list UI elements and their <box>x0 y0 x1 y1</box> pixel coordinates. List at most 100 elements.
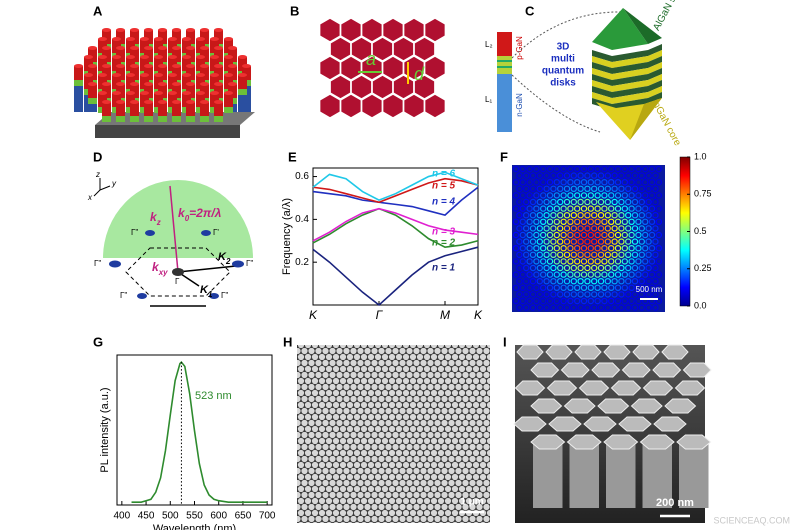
field-dot <box>604 278 612 285</box>
field-dot <box>608 178 615 186</box>
pillar-top <box>200 30 209 44</box>
y-axis-label: PL intensity (a.u.) <box>99 387 111 472</box>
field-dot <box>516 198 523 206</box>
pillar-top <box>238 75 247 89</box>
pillar-top <box>144 102 153 116</box>
pillar-cap <box>182 73 191 77</box>
field-dot <box>516 251 523 258</box>
field-dot <box>577 264 584 272</box>
hexagon <box>423 93 447 119</box>
field-dot <box>618 251 625 258</box>
pillar-cap <box>172 64 181 68</box>
shell-layer <box>592 44 662 62</box>
field-dot <box>652 198 659 206</box>
pillar-mqd <box>224 107 233 113</box>
field-dot <box>655 297 663 305</box>
field-dot <box>611 198 618 206</box>
pillar-mqd <box>186 116 195 122</box>
pillar-top <box>196 57 205 71</box>
field-dot <box>584 211 591 219</box>
pillar-mqd <box>144 116 153 122</box>
shell-layer <box>592 56 662 74</box>
pillar-top <box>158 30 167 44</box>
field-dot <box>611 291 618 298</box>
pillar-top <box>144 48 153 62</box>
field-dot <box>611 278 618 285</box>
field-dot <box>526 271 533 278</box>
pillar-cap <box>238 73 247 77</box>
field-dot <box>611 211 618 219</box>
field-dot <box>574 244 581 252</box>
x-tick-label: 400 <box>114 511 131 522</box>
nanowire-array-illustration <box>74 28 255 138</box>
pillar-cap <box>130 100 139 104</box>
field-dot <box>601 192 608 199</box>
field-dot <box>642 284 649 291</box>
length-label: L₂ <box>485 40 493 49</box>
pillar-cap <box>172 28 181 32</box>
field-dot <box>635 192 642 199</box>
pillar-cap <box>158 100 167 104</box>
hexagon <box>318 93 342 119</box>
field-dot <box>597 211 605 219</box>
pillar-mqd <box>200 116 209 122</box>
field-dot <box>638 278 646 285</box>
pillar-top <box>154 39 163 53</box>
pillar-top <box>242 66 251 80</box>
field-dot <box>648 178 656 186</box>
field-dot <box>516 264 523 272</box>
pillar-cap <box>224 73 233 77</box>
field-dot <box>519 258 527 265</box>
field-dot <box>638 304 646 311</box>
field-dot <box>516 211 523 219</box>
field-dot <box>560 165 567 173</box>
line-series <box>131 360 268 503</box>
field-dot <box>584 225 591 232</box>
pillar-top <box>214 66 223 80</box>
field-dot <box>529 211 537 219</box>
field-dot <box>557 225 564 232</box>
field-dot <box>628 258 635 265</box>
pillar-top <box>597 398 630 414</box>
pillar-top <box>168 39 177 53</box>
field-dot <box>587 178 595 186</box>
field-dot <box>587 165 595 173</box>
pillar-top <box>652 362 682 378</box>
length-label: L₁ <box>485 95 492 104</box>
pillar-top <box>200 66 209 80</box>
field-dot <box>553 192 561 199</box>
field-dot <box>519 297 527 305</box>
field-dot <box>648 244 656 252</box>
pillar-top <box>74 66 83 80</box>
field-dot <box>645 185 652 192</box>
colorbar-tick-label: 0.5 <box>694 226 707 236</box>
pillar-cap <box>126 37 135 41</box>
field-dot <box>580 297 588 305</box>
field-dot <box>625 211 632 219</box>
pillar-cap <box>144 100 153 104</box>
field-dot <box>635 271 642 278</box>
field-dot <box>645 278 652 285</box>
pillar-top <box>84 75 93 89</box>
pillar-top <box>168 57 177 71</box>
pillar-cap <box>126 73 135 77</box>
field-dot <box>625 238 632 245</box>
field-dot <box>526 244 533 252</box>
field-dot <box>652 251 659 258</box>
field-dot <box>594 218 601 225</box>
field-dot <box>557 172 564 179</box>
field-dot <box>648 231 656 239</box>
field-dot <box>574 271 581 278</box>
field-dot <box>512 297 520 305</box>
field-dot <box>642 271 649 278</box>
pillar-side <box>679 442 709 508</box>
pillar-top <box>186 66 195 80</box>
pillar <box>238 89 247 112</box>
pillar-top <box>514 380 546 396</box>
pillar-cap <box>168 37 177 41</box>
field-dot <box>516 185 523 192</box>
pillar-cap <box>228 46 237 50</box>
field-dot <box>638 238 646 245</box>
field-dot <box>587 192 595 199</box>
field-dot <box>638 225 646 232</box>
